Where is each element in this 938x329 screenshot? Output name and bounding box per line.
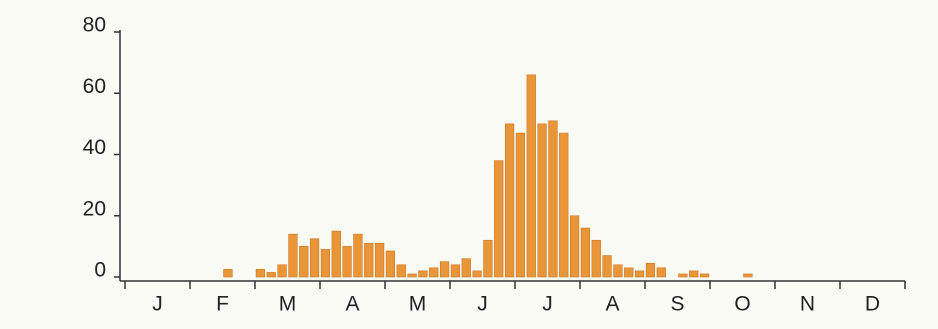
bar [559,132,569,278]
bar [624,267,634,278]
bar [342,246,352,278]
x-tick-label: F [216,293,229,316]
bar [678,273,688,278]
x-tick-label: J [152,293,163,316]
x-tick-label: D [865,293,880,316]
bar [483,239,493,278]
x-tick-label: M [279,293,297,316]
bar [277,264,287,278]
bar [494,160,504,278]
y-tick-label: 80 [83,14,106,37]
y-tick-label: 0 [94,259,106,282]
bar [634,270,645,278]
bar [288,233,298,278]
bar [450,264,461,278]
x-tick-label: M [409,293,427,316]
y-tick-label: 60 [83,75,106,98]
bar [472,270,482,278]
bar [743,273,753,278]
bar [429,267,439,278]
bar [613,264,623,278]
bar [569,215,580,278]
bar [396,264,406,278]
bar [591,239,601,278]
x-tick-label: J [542,293,553,316]
bar [385,250,396,278]
bar [548,120,558,278]
bar [266,272,276,278]
bar [309,238,320,278]
bar [461,258,471,278]
bar [526,74,536,278]
x-tick-label: O [734,293,750,316]
bar [439,261,450,278]
bar [364,243,374,278]
bar [699,273,710,278]
bar [515,132,526,278]
bar [331,230,341,278]
bar [645,262,656,278]
bar [689,270,699,278]
bar [407,273,417,278]
bar [418,270,428,278]
x-tick-label: A [605,293,619,316]
bar [299,246,309,278]
y-tick-label: 20 [83,197,106,220]
bar [255,269,266,278]
bar [537,123,547,278]
bar [353,233,363,278]
y-tick-label: 40 [83,136,106,159]
x-tick-label: N [800,293,815,316]
bar [580,227,591,278]
x-tick-label: J [477,293,488,316]
x-tick-label: S [670,293,684,316]
bar [223,269,233,278]
x-tick-label: A [345,293,359,316]
bar [320,249,331,278]
bar [602,255,612,278]
bar [374,243,385,278]
bar [656,267,666,278]
bar [504,123,515,278]
